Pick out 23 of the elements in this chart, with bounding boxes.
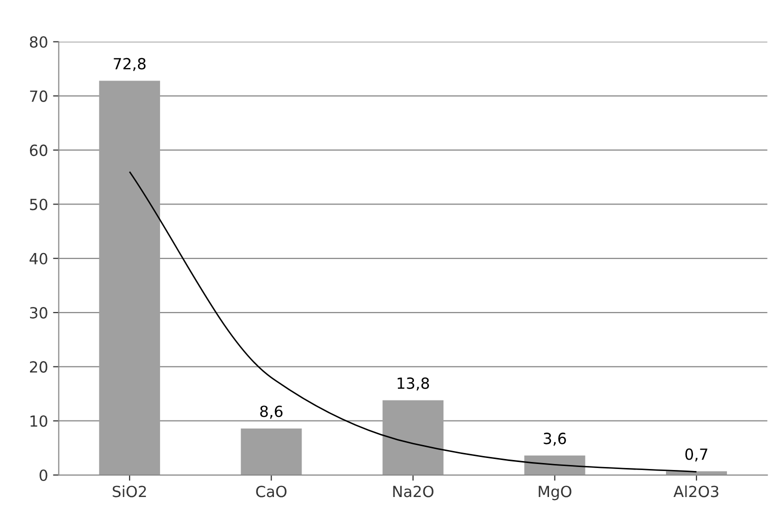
- y-tick-label: 30: [30, 307, 48, 319]
- y-tick-label: 70: [30, 90, 48, 102]
- y-tick-label: 80: [30, 36, 48, 48]
- y-tick-label: 20: [30, 361, 48, 373]
- y-tick-label: 40: [30, 252, 48, 264]
- bar: [99, 80, 160, 476]
- bar: [240, 428, 302, 476]
- bar: [382, 400, 444, 476]
- data-label: 3,6: [544, 432, 566, 446]
- data-label: 13,8: [398, 377, 429, 391]
- x-tick-label: Na2O: [393, 486, 434, 498]
- x-tick-label: MgO: [538, 486, 572, 500]
- data-label: 8,6: [260, 406, 282, 419]
- data-label: 72,8: [114, 58, 146, 72]
- y-tick-label: 0: [40, 469, 48, 482]
- y-tick-label: 50: [30, 198, 48, 210]
- bar: [524, 456, 586, 476]
- x-tick-label: Al2O3: [674, 485, 718, 498]
- x-tick-label: CaO: [256, 486, 286, 498]
- x-tick-label: SiO2: [112, 485, 146, 498]
- y-tick-label: 60: [30, 144, 48, 156]
- y-tick-label: 10: [30, 415, 48, 427]
- data-label: 0,7: [685, 448, 708, 462]
